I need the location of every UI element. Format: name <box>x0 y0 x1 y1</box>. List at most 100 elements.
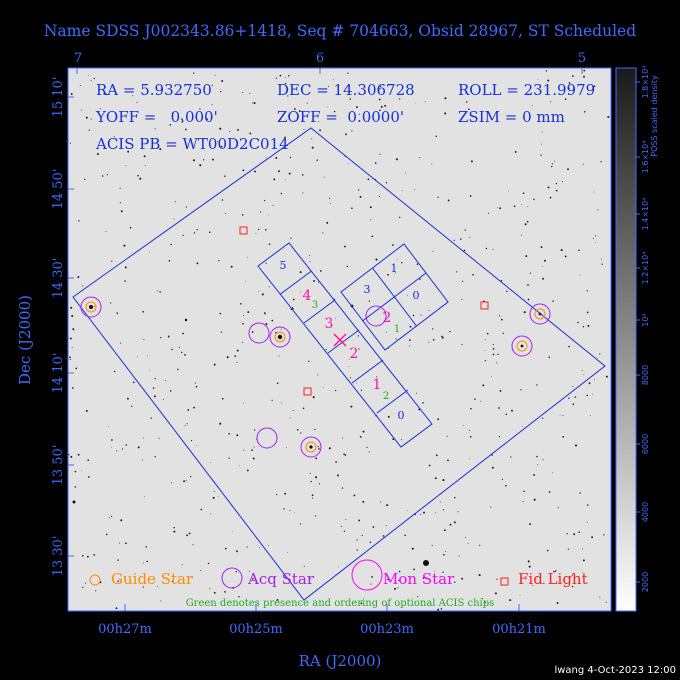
background-star <box>400 439 402 441</box>
background-star <box>142 459 143 461</box>
background-star <box>595 235 597 237</box>
background-star <box>444 97 447 100</box>
background-star <box>521 204 522 206</box>
background-star <box>314 428 316 431</box>
background-star <box>188 532 191 535</box>
background-star <box>109 517 111 519</box>
background-star <box>343 245 346 248</box>
background-star <box>246 546 248 548</box>
background-star <box>541 131 543 133</box>
yoff-value: YOFF = 0.000' <box>95 108 218 126</box>
background-star <box>278 170 280 173</box>
background-star <box>203 159 205 161</box>
colorbar-tick-label: 8000 <box>641 365 650 385</box>
background-star <box>420 314 422 316</box>
background-star <box>492 353 495 356</box>
background-star <box>236 361 238 363</box>
background-star <box>582 163 584 165</box>
background-star <box>435 512 437 514</box>
background-star <box>73 330 75 332</box>
background-star <box>143 338 145 341</box>
y-axis-label: Dec (J2000) <box>16 295 34 385</box>
background-star <box>210 462 211 463</box>
background-star <box>303 128 305 130</box>
background-star <box>358 113 360 115</box>
background-star <box>263 199 266 202</box>
background-star <box>235 550 238 553</box>
background-star <box>607 115 610 119</box>
colorbar-tick-label: 1.8×10⁴ <box>641 66 650 99</box>
background-star <box>87 555 89 558</box>
background-star <box>132 95 134 97</box>
background-star <box>144 165 146 167</box>
background-star <box>209 588 211 590</box>
background-star <box>81 469 82 471</box>
background-star <box>143 155 146 158</box>
background-star <box>119 573 121 575</box>
background-star <box>193 406 196 409</box>
background-star <box>241 147 243 149</box>
background-star <box>152 387 155 389</box>
background-star <box>549 196 552 199</box>
background-star <box>242 322 244 325</box>
background-star <box>234 355 237 357</box>
background-star <box>254 170 256 173</box>
background-star <box>326 221 329 224</box>
background-star <box>230 265 233 268</box>
background-star <box>340 525 342 527</box>
background-star <box>85 409 88 412</box>
background-star <box>406 510 408 511</box>
background-star <box>115 607 118 610</box>
chip-label: 3 <box>364 283 371 296</box>
background-star <box>300 291 301 293</box>
background-star <box>220 331 223 333</box>
background-star <box>191 576 193 578</box>
background-star <box>583 111 586 113</box>
background-star <box>384 104 387 107</box>
background-star <box>71 314 74 318</box>
background-star <box>442 553 445 556</box>
background-star <box>484 350 486 351</box>
background-star <box>301 174 304 176</box>
background-star <box>313 279 316 282</box>
background-star <box>379 109 381 112</box>
background-star <box>597 209 599 211</box>
mon-legend-label: Mon Star <box>383 570 455 588</box>
background-star <box>110 302 112 304</box>
background-star <box>308 360 310 362</box>
background-star <box>527 560 530 563</box>
background-star <box>460 238 462 240</box>
background-star <box>326 106 328 108</box>
background-star <box>247 256 249 258</box>
background-star <box>252 102 254 104</box>
background-star <box>548 356 550 358</box>
background-star <box>211 104 213 106</box>
background-star <box>382 535 385 537</box>
background-star <box>545 70 548 72</box>
background-star <box>211 84 213 86</box>
x-tick-label: 00h25m <box>229 622 283 637</box>
background-star <box>271 399 273 402</box>
background-star <box>422 402 424 404</box>
background-star <box>586 504 589 506</box>
background-star <box>413 568 415 571</box>
background-star <box>497 353 499 356</box>
acq-star <box>80 296 102 318</box>
background-star <box>333 110 336 113</box>
background-star <box>553 570 555 573</box>
chip-label: 2 <box>350 346 359 362</box>
background-star <box>319 129 322 132</box>
background-star <box>367 178 370 181</box>
background-star <box>380 501 382 503</box>
background-star <box>116 311 118 314</box>
background-star <box>457 511 459 513</box>
acq-legend-symbol <box>221 567 243 589</box>
background-star <box>362 430 365 433</box>
background-star <box>555 182 558 185</box>
background-star <box>527 298 530 301</box>
background-star <box>519 595 521 597</box>
background-star <box>415 392 417 394</box>
background-star <box>566 533 568 535</box>
background-star <box>439 501 441 503</box>
background-star <box>454 581 456 583</box>
